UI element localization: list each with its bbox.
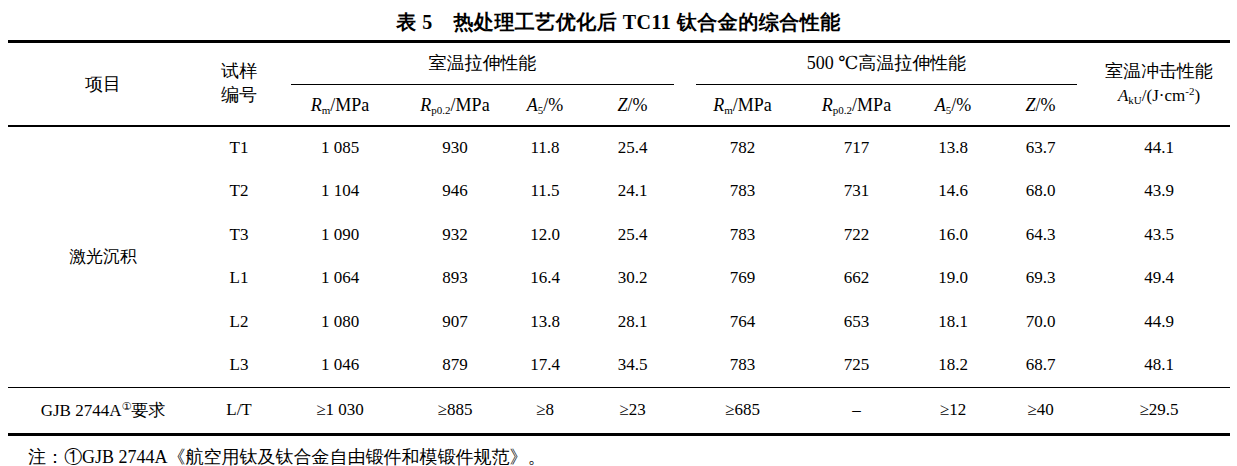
cell: 19.0 [913,257,993,301]
cell: 68.0 [993,170,1088,214]
cell: 69.3 [993,257,1088,301]
cell: 653 [800,300,913,344]
cell: 17.4 [510,344,580,388]
cell: ≥885 [400,387,510,434]
cell: 932 [400,213,510,257]
cell: 783 [685,213,800,257]
header-ht-rp02: Rp0.2/MPa [800,85,913,126]
cell: 13.8 [510,300,580,344]
cell: 18.2 [913,344,993,388]
cell: 731 [800,170,913,214]
cell: ≥12 [913,387,993,434]
cell: 11.8 [510,126,580,170]
header-impact-line1: 室温冲击性能 [1088,60,1230,84]
cell: 68.7 [993,344,1088,388]
cell: 25.4 [580,126,685,170]
paper-table-page: 表 5 热处理工艺优化后 TC11 钛合金的综合性能 项目 试样 编号 室温拉伸… [0,0,1237,466]
cell: 43.5 [1088,213,1230,257]
cell: 43.9 [1088,170,1230,214]
header-rt-a5: A5/% [510,85,580,126]
header-impact-units: AkU/(J·cm-2) [1088,84,1230,108]
header-sample-id: 试样 编号 [198,42,280,127]
header-impact: 室温冲击性能 AkU/(J·cm-2) [1088,42,1230,127]
cell: 18.1 [913,300,993,344]
cell: 769 [685,257,800,301]
table-body: 激光沉积 T1 1 085 930 11.8 25.4 782 717 13.8… [8,126,1230,434]
footnote-marker: ① [121,400,131,412]
cell: 1 080 [280,300,400,344]
table-header: 项目 试样 编号 室温拉伸性能 500 ℃高温拉伸性能 室温冲击性能 A [8,42,1230,127]
sample-id: L/T [198,387,280,434]
cell: 717 [800,126,913,170]
cell: 16.4 [510,257,580,301]
cell: 764 [685,300,800,344]
cell: 44.9 [1088,300,1230,344]
cell: 782 [685,126,800,170]
sample-id: T3 [198,213,280,257]
cell: 14.6 [913,170,993,214]
header-rt-rp02: Rp0.2/MPa [400,85,510,126]
header-rt-z: Z/% [580,85,685,126]
cell: 1 085 [280,126,400,170]
table-row-t1: 激光沉积 T1 1 085 930 11.8 25.4 782 717 13.8… [8,126,1230,170]
sample-id: L3 [198,344,280,388]
cell: 70.0 [993,300,1088,344]
cell: 725 [800,344,913,388]
group-label-laser-deposition: 激光沉积 [8,126,198,387]
cell: 1 064 [280,257,400,301]
cell: 25.4 [580,213,685,257]
cell: 1 046 [280,344,400,388]
cell: ≥1 030 [280,387,400,434]
cell: 63.7 [993,126,1088,170]
cell: 34.5 [580,344,685,388]
sample-id: T2 [198,170,280,214]
cell: 49.4 [1088,257,1230,301]
cell: 16.0 [913,213,993,257]
header-group-row: 项目 试样 编号 室温拉伸性能 500 ℃高温拉伸性能 室温冲击性能 A [8,42,1230,86]
cell: ≥40 [993,387,1088,434]
cell: ≥8 [510,387,580,434]
cell: 1 104 [280,170,400,214]
header-group-room-temp-tensile: 室温拉伸性能 [280,42,685,86]
cell: 783 [685,170,800,214]
cell: ≥23 [580,387,685,434]
cell: 12.0 [510,213,580,257]
cell: 48.1 [1088,344,1230,388]
performance-table: 项目 试样 编号 室温拉伸性能 500 ℃高温拉伸性能 室温冲击性能 A [8,40,1230,436]
table-row-requirement: GJB 2744A①要求 L/T ≥1 030 ≥885 ≥8 ≥23 ≥685… [8,387,1230,434]
header-project: 项目 [8,42,198,127]
cell: 783 [685,344,800,388]
cell: 722 [800,213,913,257]
header-ht-a5: A5/% [913,85,993,126]
cell: 1 090 [280,213,400,257]
cell: 44.1 [1088,126,1230,170]
cell: 64.3 [993,213,1088,257]
header-ht-rm: Rm/MPa [685,85,800,126]
cell: – [800,387,913,434]
header-sample-line2: 编号 [198,84,280,108]
header-sample-line1: 试样 [198,60,280,84]
cell: 24.1 [580,170,685,214]
cell: 893 [400,257,510,301]
cell: 662 [800,257,913,301]
cell: 13.8 [913,126,993,170]
table-title: 表 5 热处理工艺优化后 TC11 钛合金的综合性能 [0,0,1237,40]
cell: 946 [400,170,510,214]
header-group-high-temp-tensile: 500 ℃高温拉伸性能 [685,42,1088,86]
cell: 907 [400,300,510,344]
table-footnote: 注：①GJB 2744A《航空用钛及钛合金自由锻件和模锻件规范》。 [0,436,1237,466]
requirement-label: GJB 2744A①要求 [8,387,198,434]
sample-id: L2 [198,300,280,344]
cell: 879 [400,344,510,388]
header-ht-z: Z/% [993,85,1088,126]
cell: 930 [400,126,510,170]
sample-id: T1 [198,126,280,170]
cell: 30.2 [580,257,685,301]
cell: ≥29.5 [1088,387,1230,434]
cell: 11.5 [510,170,580,214]
cell: 28.1 [580,300,685,344]
header-rt-rm: Rm/MPa [280,85,400,126]
cell: ≥685 [685,387,800,434]
sample-id: L1 [198,257,280,301]
